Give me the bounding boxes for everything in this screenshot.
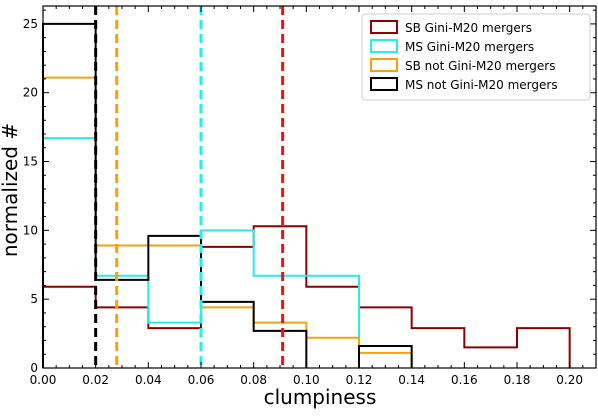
x-tick-label: 0.04	[135, 373, 162, 387]
x-tick-label: 0.00	[30, 373, 57, 387]
y-tick-label: 0	[30, 361, 38, 375]
legend-swatch-1	[370, 39, 398, 53]
legend-label-3: MS not Gini-M20 mergers	[405, 78, 558, 92]
legend-swatch-3	[370, 77, 398, 91]
x-tick-label: 0.02	[82, 373, 109, 387]
histogram-series-3	[42, 22, 413, 368]
x-tick-label: 0.06	[188, 373, 215, 387]
x-axis-title: clumpiness	[264, 385, 377, 409]
x-tick-label: 0.14	[398, 373, 425, 387]
legend: SB Gini-M20 mergers MS Gini-M20 mergers SB…	[361, 13, 591, 101]
y-tick-label: 15	[23, 155, 38, 169]
y-tick-label: 25	[23, 17, 38, 31]
median-lines	[94, 6, 285, 368]
x-tick-label: 0.16	[451, 373, 478, 387]
legend-swatch-0	[370, 20, 398, 34]
y-axis-ticks: 0 5 10 15 20 25	[23, 9, 596, 375]
y-axis-title: normalized #	[0, 123, 22, 257]
legend-label-0: SB Gini-M20 mergers	[405, 21, 532, 35]
histogram-series-0	[42, 225, 571, 368]
legend-label-2: SB not Gini-M20 mergers	[405, 59, 555, 73]
y-tick-label: 10	[23, 223, 38, 237]
x-tick-label: 0.08	[240, 373, 267, 387]
x-tick-label: 0.20	[556, 373, 583, 387]
y-tick-label: 5	[30, 292, 38, 306]
y-tick-label: 20	[23, 86, 38, 100]
x-tick-label: 0.18	[504, 373, 531, 387]
x-tick-label: 0.10	[293, 373, 320, 387]
x-tick-label: 0.12	[346, 373, 373, 387]
legend-frame	[361, 13, 591, 101]
legend-label-1: MS Gini-M20 mergers	[405, 40, 534, 54]
legend-swatch-2	[370, 58, 398, 72]
x-axis-ticks: 0.00 0.02 0.04 0.06 0.08 0.10 0.12 0.14 0.16 0.18…	[30, 6, 584, 387]
